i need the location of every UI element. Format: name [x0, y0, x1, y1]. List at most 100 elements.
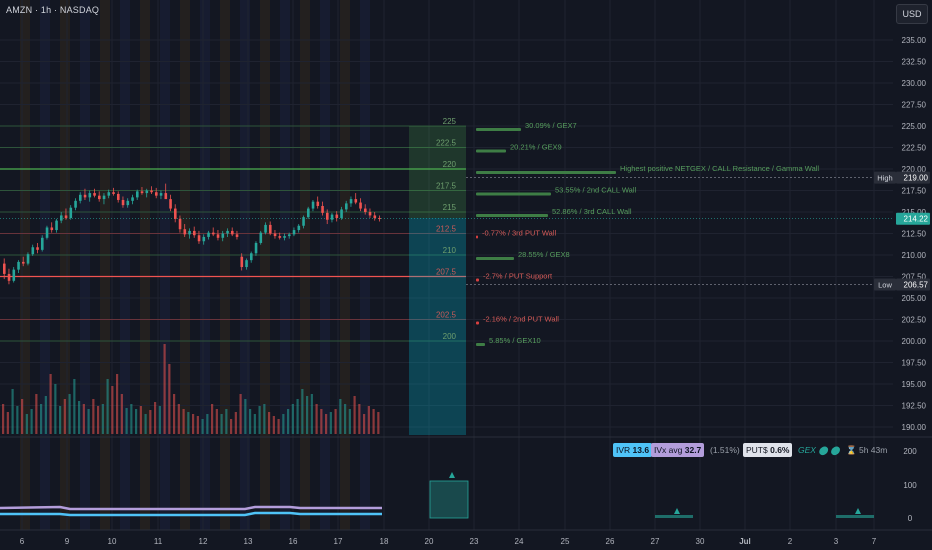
volume-bar [30, 409, 33, 434]
forecast-bar [836, 515, 874, 518]
candle-body [212, 232, 215, 235]
candle-body [193, 230, 196, 236]
candle-body [169, 199, 172, 209]
volume-bar [177, 404, 180, 434]
forecast-marker-icon [674, 508, 680, 514]
time-tick-label: 3 [834, 537, 839, 546]
strike-label: 207.5 [436, 268, 457, 277]
candle-body [159, 193, 163, 196]
time-tick-label: 27 [651, 537, 660, 546]
volume-bar [268, 412, 271, 434]
volume-bar [301, 389, 304, 434]
strike-label: 215 [443, 203, 457, 212]
session-stripe [80, 0, 90, 530]
volume-bar [291, 404, 294, 434]
volume-bar [372, 409, 375, 434]
currency-button[interactable]: USD [896, 4, 928, 24]
call-zone-box [409, 126, 466, 219]
candle-body [17, 261, 20, 270]
price-tick-label: 220.00 [902, 165, 927, 174]
strike-label: 225 [443, 117, 457, 126]
gex-label: 53.55% / 2nd CALL Wall [555, 186, 636, 195]
session-stripe [260, 0, 270, 530]
candle-body [321, 205, 324, 213]
time-tick-label: Jul [739, 537, 751, 546]
strike-label: 210 [443, 246, 457, 255]
volume-bar [6, 412, 9, 434]
volume-bar [163, 344, 166, 434]
session-stripe [220, 0, 230, 530]
candle-body [7, 273, 11, 281]
volume-bar [263, 404, 266, 434]
candle-body [221, 233, 225, 238]
volume-bar [130, 404, 133, 434]
volume-bar [144, 414, 147, 434]
volume-bar [196, 416, 199, 434]
price-tick-label: 235.00 [902, 36, 927, 45]
volume-bar [377, 412, 380, 434]
candle-body [93, 193, 96, 196]
volume-bar [367, 406, 370, 434]
gex-label: -2.7% / PUT Support [483, 272, 553, 281]
gex-label: -0.77% / 3rd PUT Wall [482, 229, 557, 238]
volume-bar [277, 419, 280, 434]
volume-bar [106, 379, 109, 434]
gex-badge: GEX ⬤ ⬤ [798, 445, 840, 455]
countdown-badge: ⌛ 5h 43m [846, 445, 888, 455]
candle-body [155, 192, 158, 196]
price-tag [896, 278, 930, 291]
gex-label: 20.21% / GEX9 [510, 143, 562, 152]
candle-body [245, 260, 248, 268]
volume-bar [173, 394, 176, 434]
candle-body [378, 218, 381, 220]
candle-body [345, 203, 348, 210]
forecast-bar [655, 515, 693, 518]
candle-body [188, 230, 191, 235]
time-tick-label: 11 [154, 537, 163, 546]
candle-body [316, 201, 320, 206]
lower-axis-label: 100 [903, 481, 917, 490]
volume-bar [230, 419, 233, 434]
volume-bar [249, 409, 252, 434]
volume-bar [334, 409, 337, 434]
candle-body [364, 208, 367, 212]
volume-bar [315, 404, 318, 434]
volume-bar [320, 409, 323, 434]
price-tick-label: 205.00 [902, 294, 927, 303]
price-tag [896, 171, 930, 184]
gex-bar [476, 257, 514, 260]
volume-bar [244, 399, 247, 434]
volume-bar [87, 409, 90, 434]
volume-bar [234, 412, 237, 434]
volume-bar [215, 409, 218, 434]
ivx-badge: IVx avg 32.7 [651, 443, 705, 457]
forecast-marker-icon [855, 508, 861, 514]
volume-bar [192, 414, 195, 434]
strike-label: 222.5 [436, 139, 457, 148]
price-tick-label: 192.50 [902, 402, 927, 411]
price-tick-label: 197.50 [902, 359, 927, 368]
volume-bar [353, 396, 356, 434]
volume-bar [16, 406, 19, 434]
price-tick-label: 227.50 [902, 101, 927, 110]
session-stripe [200, 0, 210, 530]
price-axis [893, 0, 932, 530]
price-tag-value: 219.00 [904, 174, 929, 183]
gex-bar [476, 235, 478, 239]
candle-body [368, 212, 372, 216]
candle-body [88, 193, 92, 198]
volume-bar [21, 399, 24, 434]
gex-bar [476, 278, 479, 282]
session-stripe [320, 0, 330, 530]
forecast-bar [429, 480, 469, 519]
candle-body [60, 215, 63, 221]
indicator-line-cyan [0, 511, 382, 517]
candle-body [112, 192, 115, 194]
candle-body [250, 253, 253, 261]
volume-bar [211, 404, 214, 434]
time-tick-label: 10 [108, 537, 117, 546]
candle-body [283, 236, 286, 238]
candle-body [164, 193, 168, 200]
candle-body [340, 209, 343, 219]
